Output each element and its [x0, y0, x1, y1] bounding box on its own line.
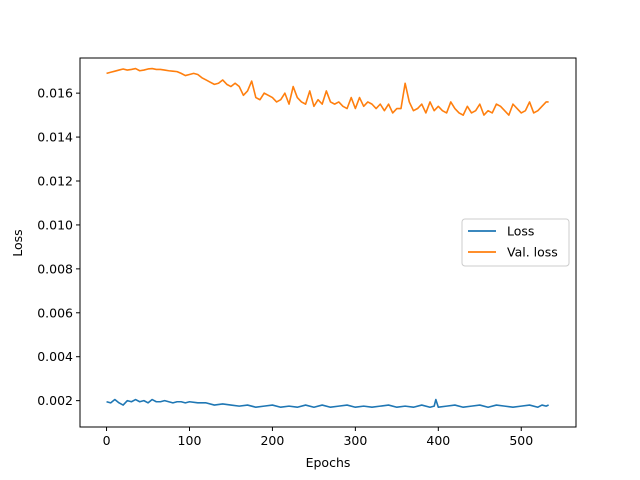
legend-label-loss: Loss [507, 224, 534, 239]
x-tick-label: 0 [103, 433, 111, 448]
y-tick-label: 0.012 [37, 174, 73, 189]
y-tick-label: 0.010 [37, 217, 73, 232]
x-tick-label: 500 [509, 433, 533, 448]
series-line-loss [106, 398, 549, 409]
x-tick-label: 200 [260, 433, 284, 448]
x-tick-label: 100 [178, 433, 202, 448]
plot-frame [79, 57, 577, 428]
x-tick-label: 400 [426, 433, 450, 448]
x-axis: 0 100 200 300 400 500 [103, 427, 533, 448]
y-tick-label: 0.014 [37, 130, 73, 145]
y-axis-title: Loss [10, 229, 25, 256]
legend-label-val-loss: Val. loss [507, 245, 558, 260]
x-tick-label: 300 [343, 433, 367, 448]
series-line-val-loss [106, 67, 549, 116]
y-tick-label: 0.008 [37, 261, 73, 276]
legend: Loss Val. loss [461, 218, 570, 267]
y-tick-label: 0.004 [37, 349, 73, 364]
plot-lines [106, 67, 549, 409]
y-tick-label: 0.002 [37, 393, 73, 408]
y-tick-label: 0.006 [37, 305, 73, 320]
x-axis-title: Epochs [306, 455, 351, 470]
y-axis: 0.002 0.004 0.006 0.008 0.010 0.012 0.014 0.016 [37, 86, 80, 408]
y-tick-label: 0.016 [37, 86, 73, 101]
